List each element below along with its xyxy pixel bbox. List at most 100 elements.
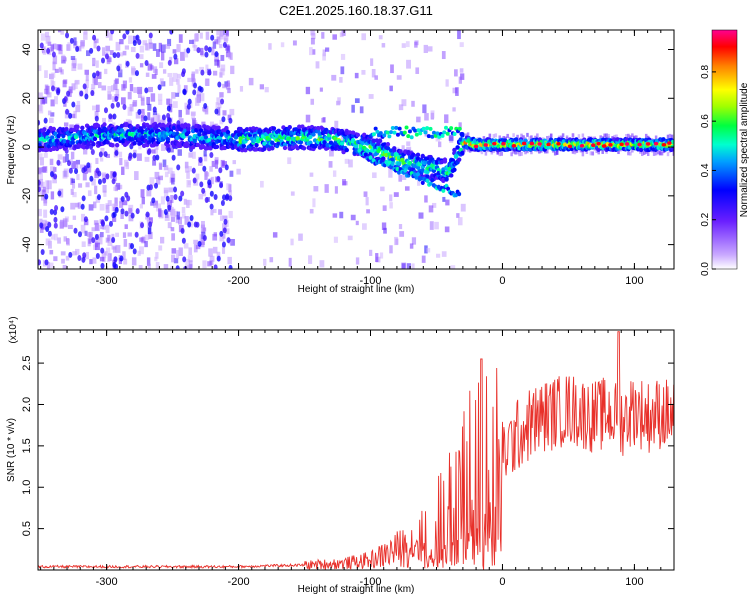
ridge-cell xyxy=(92,136,98,142)
noise-cell xyxy=(107,241,113,246)
noise-blob xyxy=(214,108,219,115)
noise-cell xyxy=(105,237,110,243)
noise-cell xyxy=(77,63,83,70)
noise-cell xyxy=(101,85,107,91)
noise-cell xyxy=(436,253,441,258)
noise-cell xyxy=(39,105,44,114)
band-cell xyxy=(646,151,650,156)
noise-cell xyxy=(102,184,107,193)
noise-blob xyxy=(207,46,212,53)
ridge-cell xyxy=(238,126,243,132)
noise-cell xyxy=(121,166,125,175)
noise-blob xyxy=(180,227,185,234)
ridge-cell xyxy=(344,147,349,153)
noise-blob xyxy=(182,88,187,95)
noise-blob xyxy=(223,218,228,225)
ridge-cell xyxy=(86,141,91,147)
noise-cell xyxy=(150,201,155,206)
ridge-cell xyxy=(255,139,261,144)
noise-cell xyxy=(160,236,165,244)
noise-cell xyxy=(93,201,97,209)
noise-blob xyxy=(167,59,172,66)
ridge-cell xyxy=(355,132,361,138)
noise-blob xyxy=(195,221,200,228)
noise-cell xyxy=(248,77,254,86)
ridge-peak xyxy=(521,141,527,146)
noise-blob xyxy=(167,204,172,211)
noise-cell xyxy=(168,187,174,193)
noise-cell xyxy=(184,161,189,169)
noise-blob xyxy=(44,193,49,200)
noise-blob xyxy=(111,236,116,243)
y-tick-label: 2.5 xyxy=(21,355,33,370)
noise-blob xyxy=(113,256,118,263)
noise-cell xyxy=(72,191,77,198)
noise-blob xyxy=(120,208,125,215)
noise-blob xyxy=(110,102,115,109)
noise-blob xyxy=(68,167,73,174)
noise-cell xyxy=(45,35,51,44)
noise-cell xyxy=(128,35,133,44)
noise-cell xyxy=(45,180,49,190)
ridge-cell xyxy=(396,161,402,166)
noise-cell xyxy=(225,30,230,37)
noise-cell xyxy=(172,101,178,108)
noise-cell xyxy=(184,165,189,173)
noise-cell xyxy=(51,72,56,78)
noise-blob xyxy=(148,221,153,228)
noise-blob xyxy=(96,194,101,201)
noise-cell xyxy=(223,37,228,43)
noise-cell xyxy=(184,102,189,110)
band-cell xyxy=(627,151,630,156)
noise-cell xyxy=(321,32,325,39)
noise-cell xyxy=(158,175,164,181)
noise-cell xyxy=(272,232,278,238)
noise-blob xyxy=(155,154,160,161)
noise-cell xyxy=(144,43,149,51)
noise-blob xyxy=(220,98,225,105)
ridge-cell xyxy=(282,145,288,151)
noise-blob xyxy=(191,167,196,174)
ridge-cell xyxy=(308,134,313,140)
noise-cell xyxy=(71,178,75,184)
ridge-cell xyxy=(289,130,294,135)
ridge-cell xyxy=(287,124,292,130)
noise-blob xyxy=(186,47,191,54)
noise-cell xyxy=(216,97,221,105)
noise-cell xyxy=(339,211,344,219)
ridge-peak xyxy=(556,142,561,146)
ridge-cell xyxy=(444,176,449,182)
band-cell xyxy=(605,133,608,138)
noise-cell xyxy=(204,80,210,86)
noise-blob xyxy=(175,265,180,269)
noise-blob xyxy=(130,243,135,250)
noise-blob xyxy=(151,197,156,204)
noise-cell xyxy=(57,30,62,33)
noise-blob xyxy=(224,194,229,201)
noise-cell xyxy=(406,141,411,146)
ridge-branch-cell xyxy=(437,134,442,139)
band-cell xyxy=(603,133,606,138)
noise-cell xyxy=(38,153,43,160)
noise-cell xyxy=(442,196,446,202)
noise-cell xyxy=(92,76,96,84)
noise-cell xyxy=(62,80,67,88)
noise-cell xyxy=(199,66,205,72)
ridge-cell xyxy=(270,140,275,146)
noise-blob xyxy=(204,196,209,203)
noise-cell xyxy=(222,215,228,220)
noise-blob xyxy=(82,252,87,259)
noise-blob xyxy=(152,154,157,161)
ridge-cell xyxy=(254,147,259,152)
ridge-cell xyxy=(354,144,359,150)
noise-cell xyxy=(228,210,233,219)
noise-cell xyxy=(38,208,42,217)
band-cell xyxy=(666,134,670,139)
noise-cell xyxy=(222,161,227,167)
noise-cell xyxy=(158,245,163,251)
ridge-cell xyxy=(45,147,50,152)
noise-cell xyxy=(60,251,66,256)
noise-blob xyxy=(112,211,117,218)
noise-cell xyxy=(144,156,150,162)
noise-blob xyxy=(226,237,231,244)
